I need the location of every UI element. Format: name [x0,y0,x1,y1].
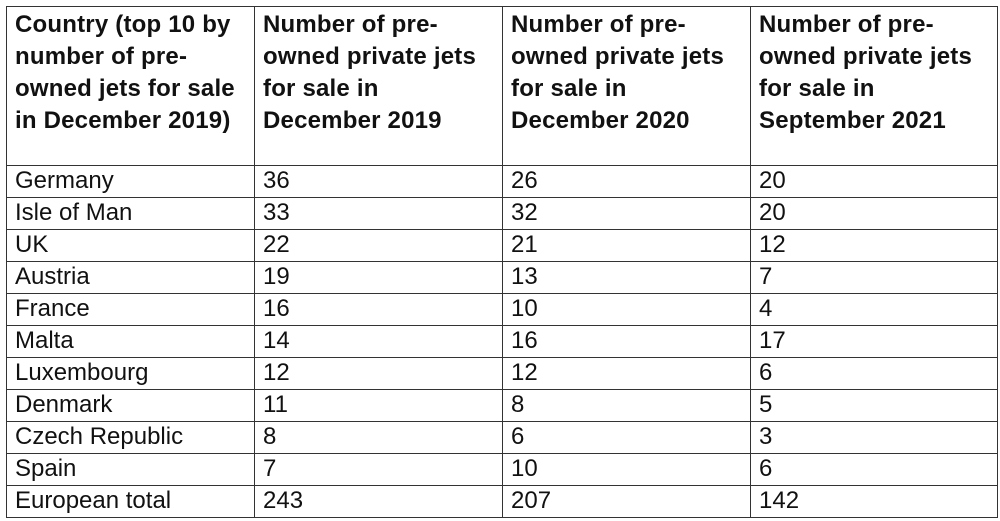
sep-2021-cell: 5 [750,389,998,422]
total-dec-2020-cell: 207 [502,485,751,518]
dec-2019-cell: 22 [254,229,503,262]
sep-2021-cell: 12 [750,229,998,262]
total-dec-2019-cell: 243 [254,485,503,518]
table-row: Austria 19 13 7 [6,261,998,294]
dec-2020-cell: 16 [502,325,751,358]
dec-2020-cell: 13 [502,261,751,294]
header-sep-2021: Number of pre-owned private jets for sal… [750,6,998,166]
dec-2020-cell: 12 [502,357,751,390]
dec-2020-cell: 8 [502,389,751,422]
sep-2021-cell: 17 [750,325,998,358]
table-row: Denmark 11 8 5 [6,389,998,422]
total-sep-2021-cell: 142 [750,485,998,518]
dec-2019-cell: 14 [254,325,503,358]
country-cell: France [6,293,255,326]
dec-2020-cell: 32 [502,197,751,230]
country-cell: Isle of Man [6,197,255,230]
dec-2020-cell: 10 [502,453,751,486]
country-cell: Malta [6,325,255,358]
table-row: Germany 36 26 20 [6,165,998,198]
header-dec-2020: Number of pre-owned private jets for sal… [502,6,751,166]
dec-2019-cell: 11 [254,389,503,422]
country-cell: Czech Republic [6,421,255,454]
sep-2021-cell: 6 [750,453,998,486]
header-dec-2019: Number of pre-owned private jets for sal… [254,6,503,166]
sep-2021-cell: 7 [750,261,998,294]
country-cell: Denmark [6,389,255,422]
table-row: Czech Republic 8 6 3 [6,421,998,454]
table-row: Isle of Man 33 32 20 [6,197,998,230]
jets-for-sale-table: Country (top 10 by number of pre-owned j… [6,6,998,518]
dec-2019-cell: 8 [254,421,503,454]
country-cell: UK [6,229,255,262]
sep-2021-cell: 4 [750,293,998,326]
dec-2019-cell: 33 [254,197,503,230]
country-cell: Luxembourg [6,357,255,390]
total-row: European total 243 207 142 [6,485,998,518]
table-row: Malta 14 16 17 [6,325,998,358]
dec-2020-cell: 21 [502,229,751,262]
dec-2020-cell: 10 [502,293,751,326]
total-label-cell: European total [6,485,255,518]
country-cell: Spain [6,453,255,486]
dec-2019-cell: 7 [254,453,503,486]
country-cell: Austria [6,261,255,294]
sep-2021-cell: 6 [750,357,998,390]
sep-2021-cell: 20 [750,165,998,198]
table-row: France 16 10 4 [6,293,998,326]
dec-2020-cell: 6 [502,421,751,454]
dec-2020-cell: 26 [502,165,751,198]
table-row: UK 22 21 12 [6,229,998,262]
sep-2021-cell: 20 [750,197,998,230]
table-row: Spain 7 10 6 [6,453,998,486]
dec-2019-cell: 19 [254,261,503,294]
dec-2019-cell: 12 [254,357,503,390]
header-country: Country (top 10 by number of pre-owned j… [6,6,255,166]
dec-2019-cell: 16 [254,293,503,326]
dec-2019-cell: 36 [254,165,503,198]
header-row: Country (top 10 by number of pre-owned j… [6,6,998,166]
table-row: Luxembourg 12 12 6 [6,357,998,390]
country-cell: Germany [6,165,255,198]
sep-2021-cell: 3 [750,421,998,454]
